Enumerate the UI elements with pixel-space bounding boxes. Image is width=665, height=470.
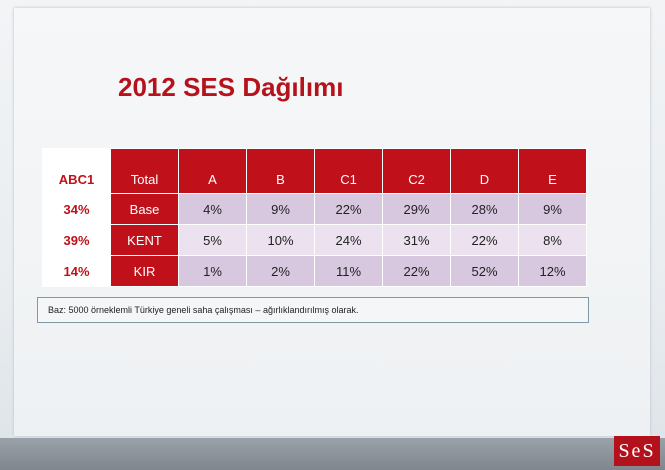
slide-title: 2012 SES Dağılımı bbox=[118, 72, 344, 102]
table-cell: Base bbox=[110, 193, 179, 225]
table-cell: 22% bbox=[314, 193, 383, 225]
table-cell: KIR bbox=[110, 255, 179, 287]
table-cell: 11% bbox=[314, 255, 383, 287]
table-cell: 22% bbox=[382, 255, 451, 287]
table-cell: 31% bbox=[382, 224, 451, 256]
header-cell: A bbox=[178, 148, 247, 194]
table-cell: 2% bbox=[246, 255, 315, 287]
header-row: ABC1 Total A B C1 C2 D E bbox=[42, 148, 587, 194]
table-cell: KENT bbox=[110, 224, 179, 256]
table-row: 14% KIR 1% 2% 11% 22% 52% 12% bbox=[42, 255, 587, 287]
header-cell: D bbox=[450, 148, 519, 194]
table-cell: 22% bbox=[450, 224, 519, 256]
table-cell: 5% bbox=[178, 224, 247, 256]
ses-table: ABC1 Total A B C1 C2 D E 34% Base 4% 9% 22% 29% 28% 9% 3… bbox=[42, 148, 587, 287]
table-row: 34% Base 4% 9% 22% 29% 28% 9% bbox=[42, 193, 587, 225]
bottom-bar bbox=[0, 438, 665, 470]
table-cell: 39% bbox=[42, 224, 111, 256]
logo: SeS bbox=[614, 436, 660, 466]
table-cell: 24% bbox=[314, 224, 383, 256]
table-cell: 29% bbox=[382, 193, 451, 225]
footnote: Baz: 5000 örneklemli Türkiye geneli saha… bbox=[37, 297, 589, 323]
table-cell: 9% bbox=[518, 193, 587, 225]
table-cell: 4% bbox=[178, 193, 247, 225]
table-cell: 9% bbox=[246, 193, 315, 225]
table-cell: 14% bbox=[42, 255, 111, 287]
table-row: 39% KENT 5% 10% 24% 31% 22% 8% bbox=[42, 224, 587, 256]
table-cell: 12% bbox=[518, 255, 587, 287]
table-cell: 52% bbox=[450, 255, 519, 287]
table-cell: 1% bbox=[178, 255, 247, 287]
table-cell: 28% bbox=[450, 193, 519, 225]
table-cell: 8% bbox=[518, 224, 587, 256]
header-cell: C1 bbox=[314, 148, 383, 194]
header-cell: E bbox=[518, 148, 587, 194]
header-cell: ABC1 bbox=[42, 148, 111, 194]
header-cell: B bbox=[246, 148, 315, 194]
header-cell: C2 bbox=[382, 148, 451, 194]
table-cell: 10% bbox=[246, 224, 315, 256]
table-cell: 34% bbox=[42, 193, 111, 225]
header-cell: Total bbox=[110, 148, 179, 194]
